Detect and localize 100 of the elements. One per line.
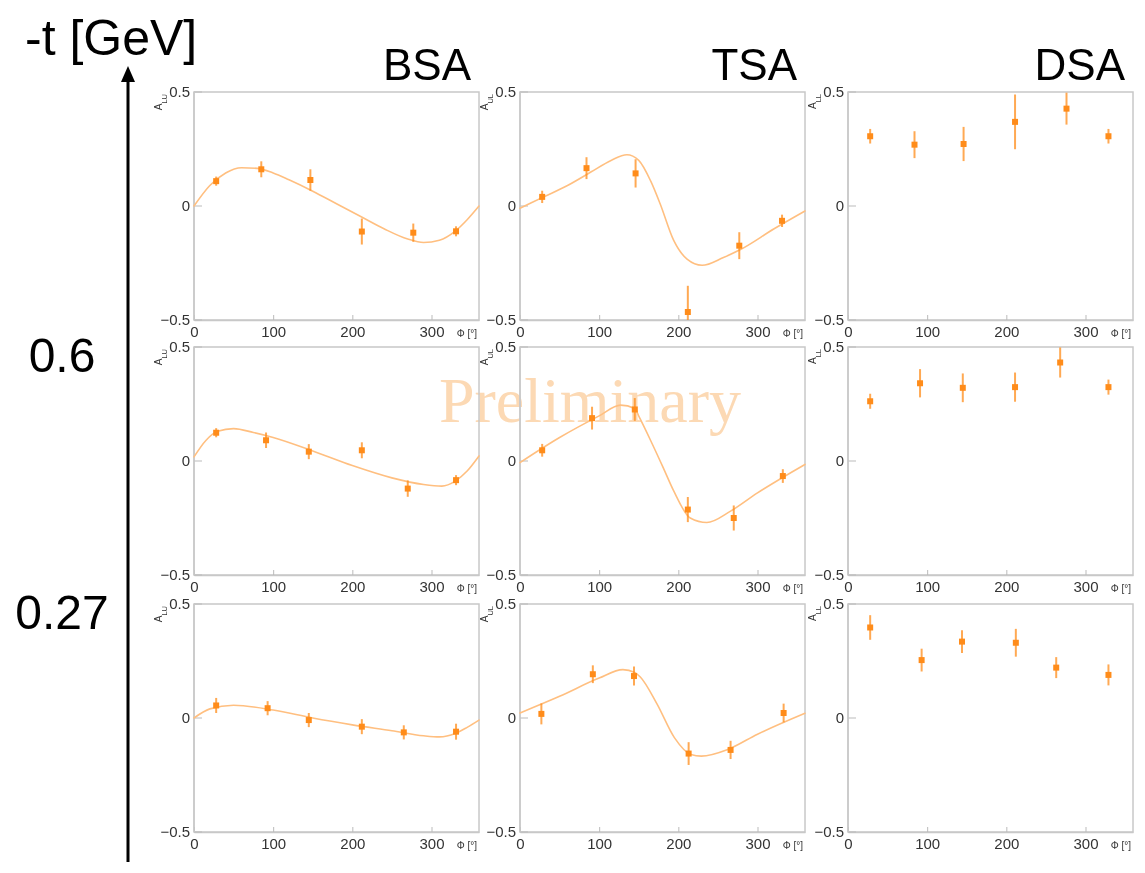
point bbox=[684, 506, 691, 513]
x-axis-title: Φ [°] bbox=[1110, 328, 1132, 339]
line-series bbox=[193, 166, 480, 244]
chart-title: BSA bbox=[382, 40, 472, 89]
x-axis-title: Φ [°] bbox=[456, 583, 478, 594]
point bbox=[867, 398, 874, 405]
point bbox=[959, 384, 966, 391]
x-axis-title: Φ [°] bbox=[782, 583, 804, 594]
point bbox=[1063, 105, 1070, 112]
x-tick-label: 100 bbox=[587, 322, 613, 340]
x-tick-label: 200 bbox=[666, 322, 692, 340]
x-tick-label: 300 bbox=[745, 577, 771, 595]
x-tick-label: 200 bbox=[994, 834, 1020, 852]
y-tick-label: 0.5 bbox=[823, 337, 844, 355]
point bbox=[539, 447, 546, 454]
point bbox=[358, 228, 365, 235]
point bbox=[1105, 671, 1112, 678]
y-tick-label: −0.5 bbox=[160, 822, 190, 840]
y-tick-label: 0 bbox=[507, 708, 516, 726]
y-tick-label: 0 bbox=[835, 451, 844, 469]
y-tick-label: 0.5 bbox=[823, 594, 844, 612]
x-tick-label: 100 bbox=[915, 834, 941, 852]
y-tick-label: −0.5 bbox=[486, 310, 516, 328]
point bbox=[1012, 639, 1019, 646]
point bbox=[263, 437, 270, 444]
point bbox=[307, 177, 314, 184]
x-tick-label: 300 bbox=[419, 834, 445, 852]
point bbox=[305, 717, 312, 724]
x-axis-title: Φ [°] bbox=[1110, 583, 1132, 594]
y-tick-label: −0.5 bbox=[160, 565, 190, 583]
x-tick-label: 200 bbox=[340, 834, 366, 852]
text: -t [GeV] bbox=[25, 10, 198, 66]
point bbox=[453, 728, 460, 735]
point bbox=[410, 229, 417, 236]
x-tick-label: 300 bbox=[419, 322, 445, 340]
point bbox=[305, 448, 312, 455]
point bbox=[1057, 359, 1064, 366]
x-tick-label: 100 bbox=[261, 322, 287, 340]
point bbox=[213, 702, 220, 709]
y-tick-label: 0 bbox=[835, 708, 844, 726]
x-tick-label: 300 bbox=[745, 322, 771, 340]
x-tick-label: 100 bbox=[261, 577, 287, 595]
point bbox=[730, 515, 737, 521]
x-tick-label: 100 bbox=[587, 577, 613, 595]
point bbox=[779, 217, 786, 224]
point bbox=[400, 729, 407, 736]
text: 0.27 bbox=[15, 586, 109, 639]
line-series bbox=[519, 153, 806, 267]
y-tick-label: −0.5 bbox=[814, 310, 844, 328]
point bbox=[258, 166, 265, 173]
y-tick-label: 0 bbox=[507, 196, 516, 214]
point bbox=[358, 723, 365, 730]
point bbox=[867, 624, 874, 631]
point bbox=[1012, 118, 1019, 125]
x-tick-label: 300 bbox=[1073, 834, 1099, 852]
point bbox=[589, 671, 596, 678]
x-tick-label: 300 bbox=[1073, 577, 1099, 595]
x-tick-label: 100 bbox=[915, 577, 941, 595]
x-tick-label: 200 bbox=[340, 322, 366, 340]
x-tick-label: 300 bbox=[419, 577, 445, 595]
y-tick-label: 0 bbox=[181, 196, 190, 214]
point bbox=[727, 746, 734, 753]
point bbox=[404, 485, 411, 492]
x-axis-title: Φ [°] bbox=[782, 840, 804, 851]
point bbox=[736, 242, 743, 249]
point bbox=[539, 193, 546, 200]
annotation: Preliminary bbox=[438, 365, 742, 436]
point bbox=[779, 473, 786, 480]
point bbox=[911, 141, 918, 148]
point bbox=[685, 750, 692, 757]
point bbox=[538, 710, 545, 717]
y-tick-label: 0 bbox=[181, 708, 190, 726]
point bbox=[631, 673, 637, 680]
chart-title: DSA bbox=[1034, 40, 1126, 89]
y-tick-label: 0.5 bbox=[495, 82, 516, 100]
point bbox=[959, 638, 965, 645]
point bbox=[1012, 384, 1019, 391]
x-axis-title: Φ [°] bbox=[456, 328, 478, 339]
y-tick-label: 0.5 bbox=[169, 594, 190, 612]
x-tick-label: 100 bbox=[915, 322, 941, 340]
x-tick-label: 200 bbox=[340, 577, 366, 595]
line-series bbox=[193, 704, 480, 738]
line-series bbox=[519, 668, 806, 757]
x-tick-label: 200 bbox=[666, 834, 692, 852]
point bbox=[1053, 664, 1060, 671]
point bbox=[1105, 384, 1112, 391]
point bbox=[918, 657, 925, 664]
y-tick-label: −0.5 bbox=[814, 565, 844, 583]
y-tick-label: 0.5 bbox=[495, 594, 516, 612]
x-tick-label: 300 bbox=[1073, 322, 1099, 340]
x-axis-title: Φ [°] bbox=[782, 328, 804, 339]
x-tick-label: 100 bbox=[261, 834, 287, 852]
text: 0.6 bbox=[28, 329, 96, 382]
x-tick-label: 100 bbox=[587, 834, 613, 852]
y-tick-label: 0 bbox=[507, 451, 516, 469]
point bbox=[583, 165, 590, 172]
x-tick-label: 200 bbox=[666, 577, 692, 595]
y-tick-label: −0.5 bbox=[486, 822, 516, 840]
x-axis-title: Φ [°] bbox=[1110, 840, 1132, 851]
y-tick-label: 0.5 bbox=[169, 82, 190, 100]
